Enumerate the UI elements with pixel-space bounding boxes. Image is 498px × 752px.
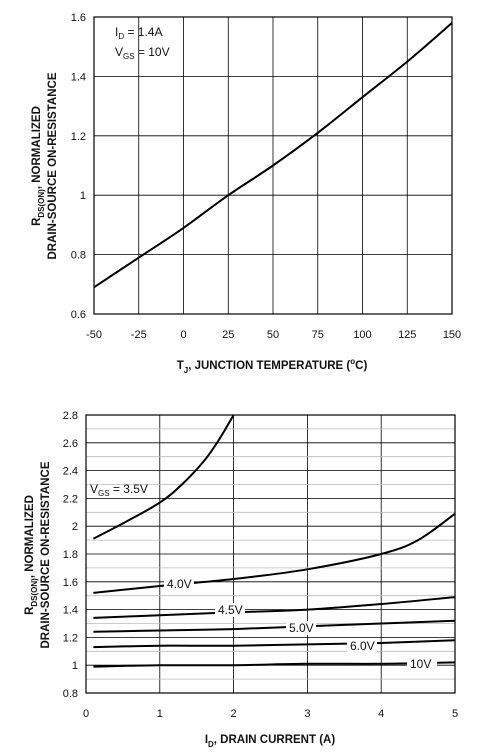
x-tick-label: 50 (267, 329, 279, 341)
annotation-id: ID = 1.4A (115, 25, 163, 41)
series-line-5 (93, 639, 456, 649)
y-axis-label-line2: DRAIN-SOURCE ON-RESISTANCE (40, 461, 52, 648)
annotation-vgs: VGS = 10V (115, 45, 170, 61)
x-tick-label: 25 (222, 329, 234, 341)
x-tick-label: 100 (353, 329, 371, 341)
y-tick-label: 1.2 (71, 131, 86, 143)
chart-2: 0 1 2 3 4 5 0.8 1 1.2 1.4 1.6 1.8 2 2.2 2.4 2.6 2.8 ID, D… (24, 410, 458, 749)
series-label-2: 4.0V (167, 577, 192, 591)
y-tick-label: 2.6 (63, 438, 78, 450)
y-tick-label: 1.4 (63, 605, 78, 617)
series-line-1 (92, 414, 235, 540)
y-tick-label: 0.8 (63, 688, 78, 700)
series-line-4 (93, 619, 456, 633)
series-label-4: 5.0V (289, 621, 314, 635)
y-tick-label: 1.8 (63, 549, 78, 561)
series-label-3: 4.5V (218, 603, 243, 617)
y-tick-label: 1 (72, 660, 78, 672)
y-tick-label: 2.8 (63, 410, 78, 422)
series-line-2 (93, 512, 456, 594)
x-tick-label: 4 (378, 708, 384, 720)
series-label-bg (407, 657, 437, 671)
plot-frame (93, 16, 453, 315)
y-axis-label-line2: DRAIN-SOURCE ON-RESISTANCE (47, 72, 59, 259)
y-axis-label-line1: RDS(ON), NORMALIZED (24, 495, 39, 615)
series-label-bg (215, 603, 245, 617)
y-axis-label-line1: RDS(ON), NORMALIZED (31, 106, 46, 226)
y-tick-label: 1.2 (63, 632, 78, 644)
series-label-1: VGS = 3.5V (90, 482, 148, 498)
series-label-bg (286, 621, 316, 635)
x-tick-label: 2 (231, 708, 237, 720)
x-tick-label: 150 (443, 329, 461, 341)
x-axis-label: TJ, JUNCTION TEMPERATURE (oC) (177, 357, 368, 375)
y-tick-label: 0.8 (71, 250, 86, 262)
x-tick-label: 125 (398, 329, 416, 341)
series-label-bg (347, 639, 377, 653)
x-tick-label: 0 (180, 329, 186, 341)
series-line-6 (93, 661, 456, 668)
x-axis-label: ID, DRAIN CURRENT (A) (205, 734, 336, 749)
x-tick-label: 75 (312, 329, 324, 341)
y-tick-label: 1.6 (71, 12, 86, 24)
y-tick-label: 1.4 (71, 71, 86, 83)
y-tick-label: 1.6 (63, 577, 78, 589)
series-label-bg (164, 577, 194, 591)
x-tick-label: 5 (452, 708, 458, 720)
x-tick-label: 1 (157, 708, 163, 720)
x-tick-label: -25 (131, 329, 147, 341)
series-label-6: 10V (410, 657, 431, 671)
chart-1: -50 -25 0 25 50 75 100 125 150 0.6 0.8 1 1.2 1.4 1.6 TJ… (31, 12, 461, 375)
x-tick-label: -50 (86, 329, 102, 341)
series-line-1 (93, 22, 453, 289)
x-tick-label: 0 (83, 708, 89, 720)
x-tick-label: 3 (304, 708, 310, 720)
y-tick-label: 0.6 (71, 309, 86, 321)
y-tick-label: 2.2 (63, 493, 78, 505)
series-label-5: 6.0V (350, 639, 375, 653)
series-line-3 (93, 596, 456, 619)
plot-frame (85, 414, 456, 694)
y-tick-label: 2.4 (63, 466, 78, 478)
y-tick-label: 1 (80, 190, 86, 202)
y-tick-label: 2 (72, 521, 78, 533)
